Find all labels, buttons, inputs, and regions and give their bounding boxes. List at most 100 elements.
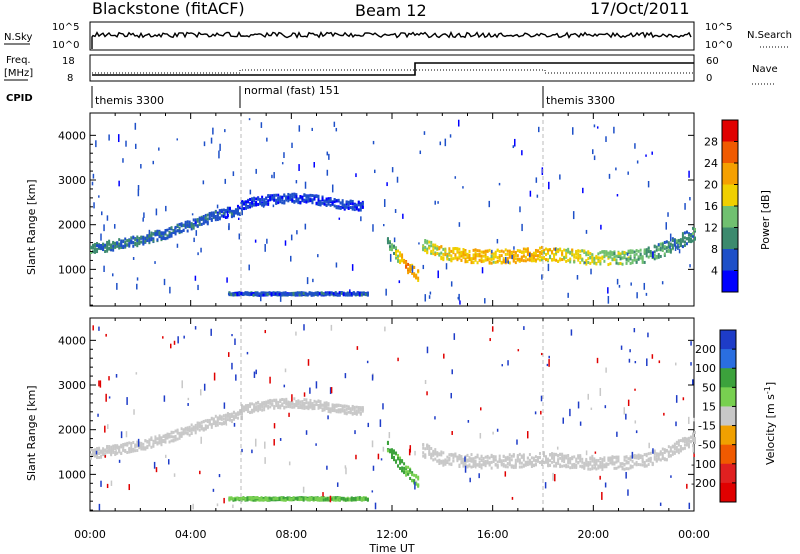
band-cell	[689, 240, 692, 244]
band-cell	[661, 454, 664, 458]
scatter-cell	[570, 329, 573, 336]
band-cell	[126, 443, 129, 447]
band-cell	[681, 239, 684, 243]
band-cell	[246, 497, 249, 501]
band-cell	[401, 259, 404, 263]
band-cell	[114, 241, 117, 245]
band-cell	[108, 239, 111, 243]
band-cell	[108, 447, 111, 451]
band-cell	[260, 291, 263, 295]
band-cell	[182, 432, 185, 436]
scatter-cell	[535, 177, 538, 183]
band-cell	[595, 458, 598, 462]
band-cell	[116, 446, 119, 450]
band-cell	[236, 416, 239, 420]
band-cell	[458, 247, 461, 251]
band-cell	[641, 454, 644, 458]
band-cell	[496, 256, 499, 260]
band-cell	[150, 235, 153, 239]
band-cell	[216, 218, 219, 222]
band-cell	[559, 463, 562, 467]
band-cell	[442, 256, 445, 260]
band-cell	[462, 457, 465, 461]
scatter-cell	[647, 332, 649, 338]
band-cell	[589, 251, 592, 255]
band-cell	[243, 407, 246, 411]
band-cell	[353, 409, 356, 413]
band-cell	[484, 464, 487, 468]
band-cell	[694, 440, 696, 444]
band-cell	[468, 459, 471, 463]
band-cell	[549, 459, 552, 463]
band-cell	[460, 460, 463, 464]
band-cell	[687, 445, 690, 449]
nave-label: Nave	[752, 64, 778, 75]
band-cell	[307, 195, 310, 199]
freq-tick-bottom: 8	[67, 73, 73, 84]
band-cell	[563, 454, 566, 458]
scatter-cell	[153, 461, 156, 469]
scatter-cell	[449, 134, 452, 138]
band-cell	[236, 412, 239, 416]
band-cell	[623, 462, 626, 466]
band-cell	[247, 410, 250, 414]
scatter-cell	[313, 162, 315, 168]
band-cell	[194, 431, 197, 435]
band-cell	[108, 242, 111, 246]
band-cell	[265, 400, 268, 404]
band-cell	[255, 200, 258, 204]
band-cell	[142, 242, 145, 246]
y-tick-label: 3000	[58, 379, 86, 392]
band-cell	[585, 253, 588, 257]
band-cell	[415, 274, 418, 278]
band-cell	[118, 238, 121, 242]
band-cell	[631, 465, 634, 469]
band-cell	[335, 410, 338, 414]
band-cell	[176, 431, 179, 435]
band-cell	[243, 200, 246, 204]
band-cell	[522, 254, 525, 258]
band-cell	[341, 405, 344, 409]
band-cell	[426, 247, 429, 251]
scatter-cell	[554, 247, 557, 251]
band-cell	[144, 237, 147, 241]
band-cell	[673, 442, 676, 446]
scatter-cell	[155, 208, 158, 216]
band-cell	[575, 457, 578, 461]
band-cell	[611, 462, 614, 466]
band-cell	[518, 249, 521, 253]
band-cell	[282, 292, 285, 296]
band-cell	[249, 404, 252, 408]
band-cell	[532, 259, 535, 263]
band-cell	[200, 217, 203, 221]
band-cell	[540, 460, 543, 464]
scatter-cell	[115, 449, 117, 456]
band-cell	[597, 252, 600, 256]
band-cell	[299, 403, 302, 407]
scatter-cell	[92, 325, 94, 331]
band-cell	[334, 292, 337, 296]
scatter-cell	[210, 137, 213, 144]
scatter-cell	[458, 222, 461, 227]
band-cell	[102, 449, 105, 453]
scatter-cell	[450, 281, 453, 287]
band-cell	[492, 459, 495, 463]
band-cell	[128, 441, 131, 445]
band-cell	[593, 466, 596, 470]
band-cell	[413, 473, 416, 477]
scatter-cell	[402, 213, 404, 219]
band-cell	[206, 220, 209, 224]
band-cell	[96, 247, 99, 251]
band-cell	[126, 243, 129, 247]
band-cell	[399, 461, 402, 465]
scatter-cell	[372, 465, 375, 471]
band-cell	[480, 250, 483, 254]
band-cell	[508, 456, 511, 460]
velocity-colorbar-label-sup: -1	[763, 386, 772, 394]
band-cell	[359, 208, 362, 212]
band-cell	[232, 209, 235, 213]
band-cell	[591, 258, 594, 262]
band-cell	[267, 404, 270, 408]
band-cell	[496, 259, 499, 263]
band-cell	[232, 415, 235, 419]
